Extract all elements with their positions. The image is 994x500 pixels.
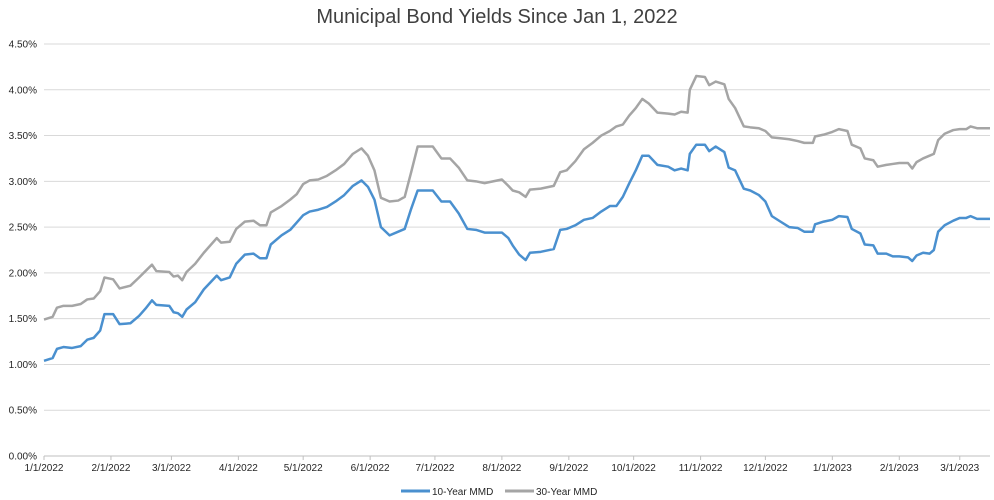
series-line-30-year <box>43 74 990 321</box>
x-tick-label: 6/1/2022 <box>351 463 390 474</box>
x-tick-label: 4/1/2022 <box>219 463 258 474</box>
chart-title: Municipal Bond Yields Since Jan 1, 2022 <box>316 6 677 28</box>
y-tick-label: 2.50% <box>9 223 37 234</box>
y-tick-label: 3.50% <box>9 131 37 142</box>
x-tick-label: 9/1/2022 <box>549 463 588 474</box>
x-tick-label: 1/1/2023 <box>813 463 852 474</box>
legend: 10-Year MMD 30-Year MMD <box>401 487 597 498</box>
y-tick-label: 1.50% <box>9 314 37 325</box>
y-tick-label: 4.50% <box>9 40 37 51</box>
series-line-10-year <box>43 143 990 362</box>
x-axis-ticks: 1/1/2022 2/1/2022 3/1/2022 4/1/2022 5/1/2022… <box>25 456 980 474</box>
x-tick-label: 2/1/2022 <box>91 463 130 474</box>
x-tick-label: 2/1/2023 <box>880 463 919 474</box>
x-tick-label: 10/1/2022 <box>611 463 656 474</box>
series-lines <box>43 74 990 362</box>
y-tick-label: 0.50% <box>9 406 37 417</box>
x-tick-label: 7/1/2022 <box>415 463 454 474</box>
x-tick-label: 12/1/2022 <box>743 463 788 474</box>
y-tick-label: 1.00% <box>9 360 37 371</box>
y-tick-label: 4.00% <box>9 85 37 96</box>
y-tick-label: 3.00% <box>9 177 37 188</box>
y-axis-ticks: 0.00% 0.50% 1.00% 1.50% 2.00% 2.50% 3.00% 3.50%… <box>9 40 37 463</box>
legend-label-30-year: 30-Year MMD <box>536 487 597 498</box>
x-tick-label: 1/1/2022 <box>25 463 64 474</box>
y-tick-label: 2.00% <box>9 268 37 279</box>
gridlines <box>44 43 990 457</box>
y-tick-label: 0.00% <box>9 452 37 463</box>
x-tick-label: 3/1/2022 <box>152 463 191 474</box>
x-tick-label: 3/1/2023 <box>940 463 979 474</box>
x-tick-label: 11/1/2022 <box>679 463 723 474</box>
x-tick-label: 5/1/2022 <box>284 463 323 474</box>
x-tick-label: 8/1/2022 <box>482 463 521 474</box>
legend-label-10-year: 10-Year MMD <box>432 487 493 498</box>
